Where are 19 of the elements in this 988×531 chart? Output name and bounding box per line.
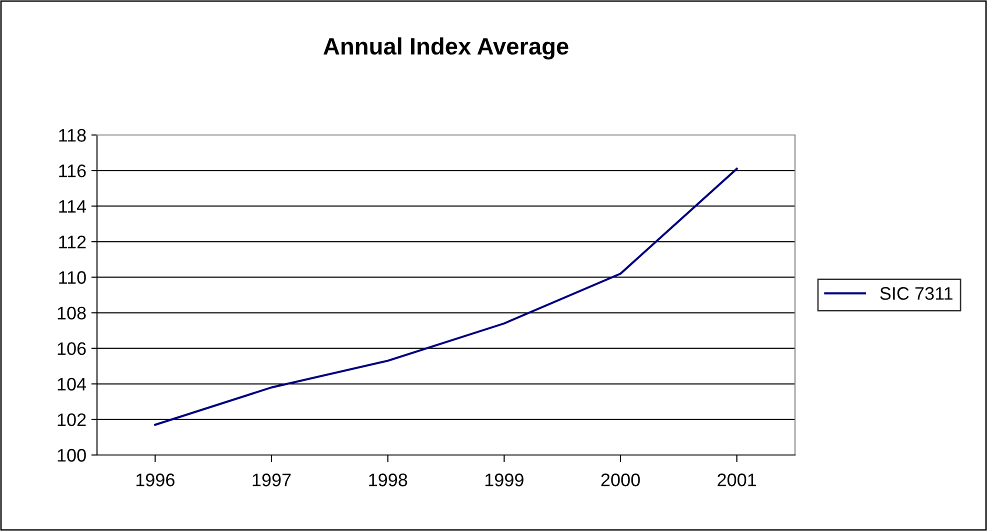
x-tick-label: 1998 bbox=[369, 474, 408, 486]
x-tick-label: 2001 bbox=[718, 474, 756, 486]
x-tick-label: 1996 bbox=[136, 474, 174, 486]
x-tick-label: 1999 bbox=[485, 474, 524, 486]
x-tick-label: 2000 bbox=[601, 474, 640, 486]
y-tick-label: 114 bbox=[59, 200, 86, 213]
y-tick-label: 102 bbox=[58, 413, 86, 426]
y-tick-label: 110 bbox=[59, 271, 86, 284]
y-tick-label: 106 bbox=[58, 342, 86, 356]
chart-title: Annual Index Average bbox=[323, 37, 568, 60]
y-tick-label: 104 bbox=[58, 378, 86, 391]
legend-label: SIC 7311 bbox=[880, 287, 952, 300]
y-tick-label: 108 bbox=[58, 306, 86, 320]
y-tick-label: 100 bbox=[58, 448, 86, 462]
line-series bbox=[154, 168, 738, 426]
x-tick-label: 1997 bbox=[252, 474, 291, 486]
y-tick-label: 118 bbox=[59, 128, 86, 142]
y-tick-label: 112 bbox=[59, 236, 86, 248]
y-tick-label: 116 bbox=[59, 164, 86, 178]
